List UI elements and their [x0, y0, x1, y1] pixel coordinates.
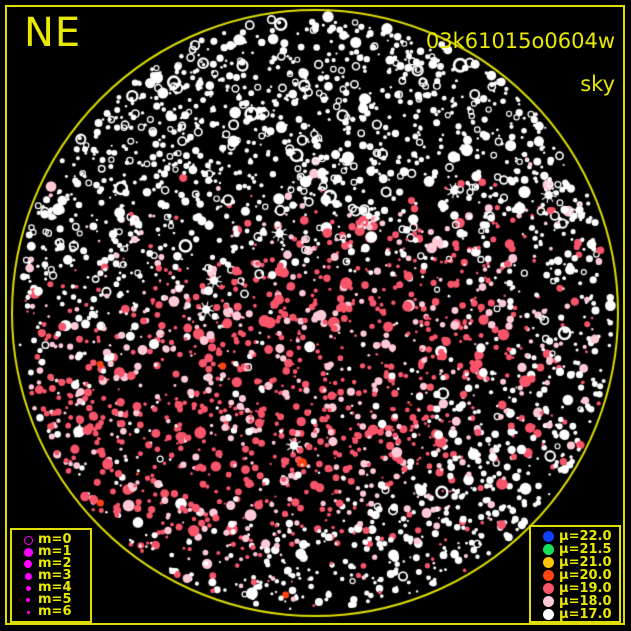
- mu-legend-row: μ=21.0: [531, 556, 619, 569]
- magnitude-dot-icon: [24, 572, 32, 580]
- magnitude-legend-label: m=2: [38, 556, 72, 571]
- mu-swatch-cell: [537, 570, 559, 581]
- surface-brightness-legend: μ=22.0 μ=21.5 μ=21.0 μ=20.0 μ=19.0 μ=18.0 μ=17…: [529, 525, 621, 623]
- magnitude-legend-row: m=0: [12, 532, 90, 547]
- field-id-block: 03k61015o0604w sky: [399, 8, 615, 139]
- magnitude-ring-icon: [23, 535, 33, 545]
- mu-swatch-cell: [537, 531, 559, 542]
- magnitude-swatch-cell: [18, 572, 38, 580]
- mu-legend-label: μ=21.0: [559, 554, 612, 570]
- field-id-text: 03k61015o0604w: [425, 29, 615, 54]
- mu-legend-label: μ=17.0: [559, 606, 612, 622]
- magnitude-legend-row: m=2: [12, 556, 90, 571]
- mu-legend-label: μ=21.5: [559, 541, 612, 557]
- mu-color-swatch-icon: [542, 596, 554, 607]
- mu-legend-row: μ=22.0: [531, 530, 619, 543]
- mu-color-swatch-icon: [542, 570, 554, 581]
- mu-legend-row: μ=19.0: [531, 582, 619, 595]
- mu-legend-row: μ=17.0: [531, 608, 619, 621]
- mu-swatch-cell: [537, 609, 559, 620]
- mu-legend-label: μ=22.0: [559, 528, 612, 544]
- mu-swatch-cell: [537, 557, 559, 568]
- magnitude-legend-label: m=3: [38, 568, 72, 583]
- magnitude-legend-row: m=6: [12, 604, 90, 619]
- mu-color-swatch-icon: [542, 583, 554, 594]
- magnitude-swatch-cell: [18, 547, 38, 557]
- direction-label: NE: [24, 10, 82, 56]
- mu-legend-label: μ=20.0: [559, 567, 612, 583]
- magnitude-dot-icon: [26, 598, 30, 602]
- magnitude-dot-icon: [24, 560, 32, 568]
- magnitude-swatch-cell: [18, 560, 38, 568]
- magnitude-legend-row: m=4: [12, 580, 90, 595]
- magnitude-legend-row: m=3: [12, 568, 90, 583]
- field-type-text: sky: [580, 72, 615, 97]
- mu-swatch-cell: [537, 544, 559, 555]
- magnitude-legend-label: m=5: [38, 592, 72, 607]
- magnitude-legend-label: m=0: [38, 532, 72, 547]
- magnitude-legend: m=0 m=1 m=2 m=3 m=4 m=5 m=6: [10, 528, 92, 623]
- magnitude-dot-icon: [25, 585, 31, 591]
- magnitude-swatch-cell: [18, 598, 38, 602]
- magnitude-swatch-cell: [18, 535, 38, 545]
- mu-color-swatch-icon: [542, 557, 554, 568]
- mu-color-swatch-icon: [542, 609, 554, 620]
- magnitude-swatch-cell: [18, 610, 38, 614]
- mu-legend-label: μ=19.0: [559, 580, 612, 596]
- mu-swatch-cell: [537, 583, 559, 594]
- magnitude-dot-icon: [26, 610, 30, 614]
- mu-legend-row: μ=18.0: [531, 595, 619, 608]
- mu-color-swatch-icon: [542, 531, 554, 542]
- magnitude-swatch-cell: [18, 585, 38, 591]
- magnitude-dot-icon: [23, 547, 33, 557]
- mu-color-swatch-icon: [542, 544, 554, 555]
- magnitude-legend-row: m=5: [12, 592, 90, 607]
- mu-legend-label: μ=18.0: [559, 593, 612, 609]
- mu-legend-row: μ=20.0: [531, 569, 619, 582]
- magnitude-legend-label: m=1: [38, 544, 72, 559]
- magnitude-legend-row: m=1: [12, 544, 90, 559]
- mu-swatch-cell: [537, 596, 559, 607]
- magnitude-legend-label: m=6: [38, 604, 72, 619]
- magnitude-legend-label: m=4: [38, 580, 72, 595]
- mu-legend-row: μ=21.5: [531, 543, 619, 556]
